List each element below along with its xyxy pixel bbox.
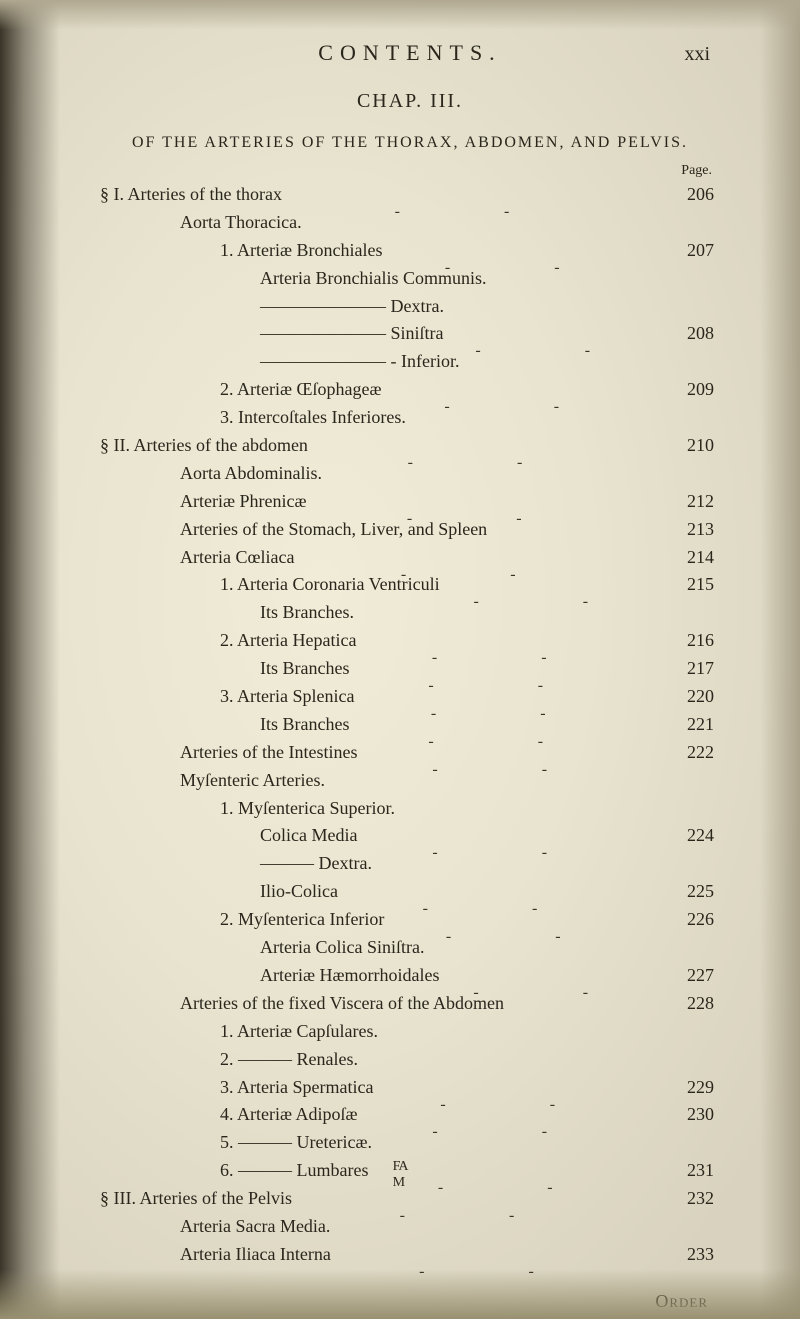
- toc-entry-label: 6. ——— Lumbares: [100, 1157, 368, 1185]
- page-number: xxi: [670, 43, 710, 66]
- toc-entry: Colica Media 224: [100, 822, 720, 850]
- toc-entry: ——————— Siniſtra 208: [100, 320, 720, 348]
- toc-entry-label: 3. Arteria Spermatica: [100, 1074, 373, 1102]
- toc-entry-label: 2. Arteria Hepatica: [100, 627, 356, 655]
- toc-entry-page: 230: [672, 1101, 720, 1129]
- toc-entry-label: 1. Myſenterica Superior.: [100, 795, 395, 823]
- toc-entry-label: Its Branches: [100, 655, 349, 683]
- toc-entry-label: 3. Intercoſtales Inferiores.: [100, 404, 406, 432]
- toc-entry: § II. Arteries of the abdomen 210: [100, 432, 720, 460]
- toc-entry-label: 4. Arteriæ Adipoſæ: [100, 1101, 358, 1129]
- toc-entry-label: ——————— Dextra.: [100, 293, 444, 321]
- toc-entry-label: ——— Dextra.: [100, 850, 372, 878]
- toc-entry-page: 226: [672, 906, 720, 934]
- toc-entry: Arteriæ Hæmorrhoidales 227: [100, 962, 720, 990]
- toc-entry-page: 215: [672, 571, 720, 599]
- chapter-heading: CHAP. III.: [100, 90, 720, 113]
- vignette-top: [0, 0, 800, 30]
- toc-entries: § I. Arteries of the thorax 206 Aorta Thor…: [100, 181, 720, 1269]
- toc-entry-page: 221: [672, 711, 720, 739]
- vignette-right: [760, 0, 800, 1319]
- toc-entry-label: Arteries of the Intestines: [100, 739, 357, 767]
- toc-entry-page: 231: [672, 1157, 720, 1185]
- page-column-label: Page.: [100, 163, 720, 179]
- toc-entry-page: 207: [672, 237, 720, 265]
- toc-entry-label: 5. ——— Uretericæ.: [100, 1129, 372, 1157]
- toc-entry-label: Arteria Iliaca Interna: [100, 1241, 331, 1269]
- toc-entry: 1. Arteriæ Bronchiales 207: [100, 237, 720, 265]
- toc-entry-page: 222: [672, 739, 720, 767]
- toc-entry: Arteria Cœliaca 214: [100, 544, 720, 572]
- toc-entry: Ilio-Colica 225: [100, 878, 720, 906]
- toc-entry-label: § III. Arteries of the Pelvis: [100, 1185, 292, 1213]
- toc-entry-page: 220: [672, 683, 720, 711]
- toc-entry-page: 208: [672, 320, 720, 348]
- toc-entry-page: 232: [672, 1185, 720, 1213]
- toc-entry-label: § I. Arteries of the thorax: [100, 181, 282, 209]
- toc-entry: Arteriæ Phrenicæ 212: [100, 488, 720, 516]
- toc-entry-label: 2. Arteriæ Œſophageæ: [100, 376, 381, 404]
- toc-entry-label: Arteriæ Phrenicæ: [100, 488, 306, 516]
- toc-entry-label: Arteriæ Hæmorrhoidales: [100, 962, 439, 990]
- toc-entry-page: 224: [672, 822, 720, 850]
- page: CONTENTS. xxi CHAP. III. OF THE ARTERIES…: [0, 0, 800, 1319]
- toc-entry: ——————— Dextra.: [100, 293, 720, 321]
- toc-entry-label: Aorta Thoracica.: [100, 209, 302, 237]
- toc-entry-label: 2. ——— Renales.: [100, 1046, 358, 1074]
- toc-entry-page: 206: [672, 181, 720, 209]
- toc-entry-label: 1. Arteriæ Bronchiales: [100, 237, 382, 265]
- toc-entry-label: Myſenteric Arteries.: [100, 767, 325, 795]
- toc-entry: 1. Myſenterica Superior.: [100, 795, 720, 823]
- toc-entry: § I. Arteries of the thorax 206: [100, 181, 720, 209]
- toc-entry-label: Arteria Cœliaca: [100, 544, 294, 572]
- toc-entry: 2. ——— Renales.: [100, 1046, 720, 1074]
- toc-entry: 2. Arteria Hepatica 216: [100, 627, 720, 655]
- toc-entry-page: 210: [672, 432, 720, 460]
- toc-entry-label: Ilio-Colica: [100, 878, 338, 906]
- toc-entry-label: Its Branches.: [100, 599, 354, 627]
- toc-entry-label: Aorta Abdominalis.: [100, 460, 322, 488]
- toc-entry-page: 233: [672, 1241, 720, 1269]
- toc-entry-page: 228: [672, 990, 720, 1018]
- toc-entry-page: 227: [672, 962, 720, 990]
- toc-entry-page: 213: [672, 516, 720, 544]
- toc-entry: 6. ——— Lumbares 231: [100, 1157, 720, 1185]
- toc-entry-label: ——————— - Inferior.: [100, 348, 459, 376]
- toc-entry-page: 209: [672, 376, 720, 404]
- toc-entry-label: § II. Arteries of the abdomen: [100, 432, 308, 460]
- signature-mark: FAM: [393, 1159, 408, 1191]
- toc-entry: 3. Arteria Spermatica 229: [100, 1074, 720, 1102]
- toc-entry-page: 217: [672, 655, 720, 683]
- toc-entry-label: 1. Arteriæ Capſulares.: [100, 1018, 378, 1046]
- toc-entry-label: Its Branches: [100, 711, 349, 739]
- toc-entry-page: 214: [672, 544, 720, 572]
- toc-entry: 1. Arteriæ Capſulares.: [100, 1018, 720, 1046]
- toc-entry-label: 3. Arteria Splenica: [100, 683, 354, 711]
- toc-entry-label: Arteria Colica Siniſtra.: [100, 934, 424, 962]
- running-head: CONTENTS.: [150, 40, 670, 66]
- header-row: CONTENTS. xxi: [100, 40, 720, 66]
- toc-entry: Arteria Iliaca Interna 233: [100, 1241, 720, 1269]
- toc-entry-page: 225: [672, 878, 720, 906]
- vignette-left: [0, 0, 60, 1319]
- toc-entry-page: 212: [672, 488, 720, 516]
- toc-entry-label: Colica Media: [100, 822, 357, 850]
- toc-entry-page: 229: [672, 1074, 720, 1102]
- toc-entry-page: 216: [672, 627, 720, 655]
- toc-entry: 2. Arteriæ Œſophageæ 209: [100, 376, 720, 404]
- toc-entry-label: ——————— Siniſtra: [100, 320, 444, 348]
- section-heading: OF THE ARTERIES OF THE THORAX, ABDOMEN, …: [100, 131, 720, 155]
